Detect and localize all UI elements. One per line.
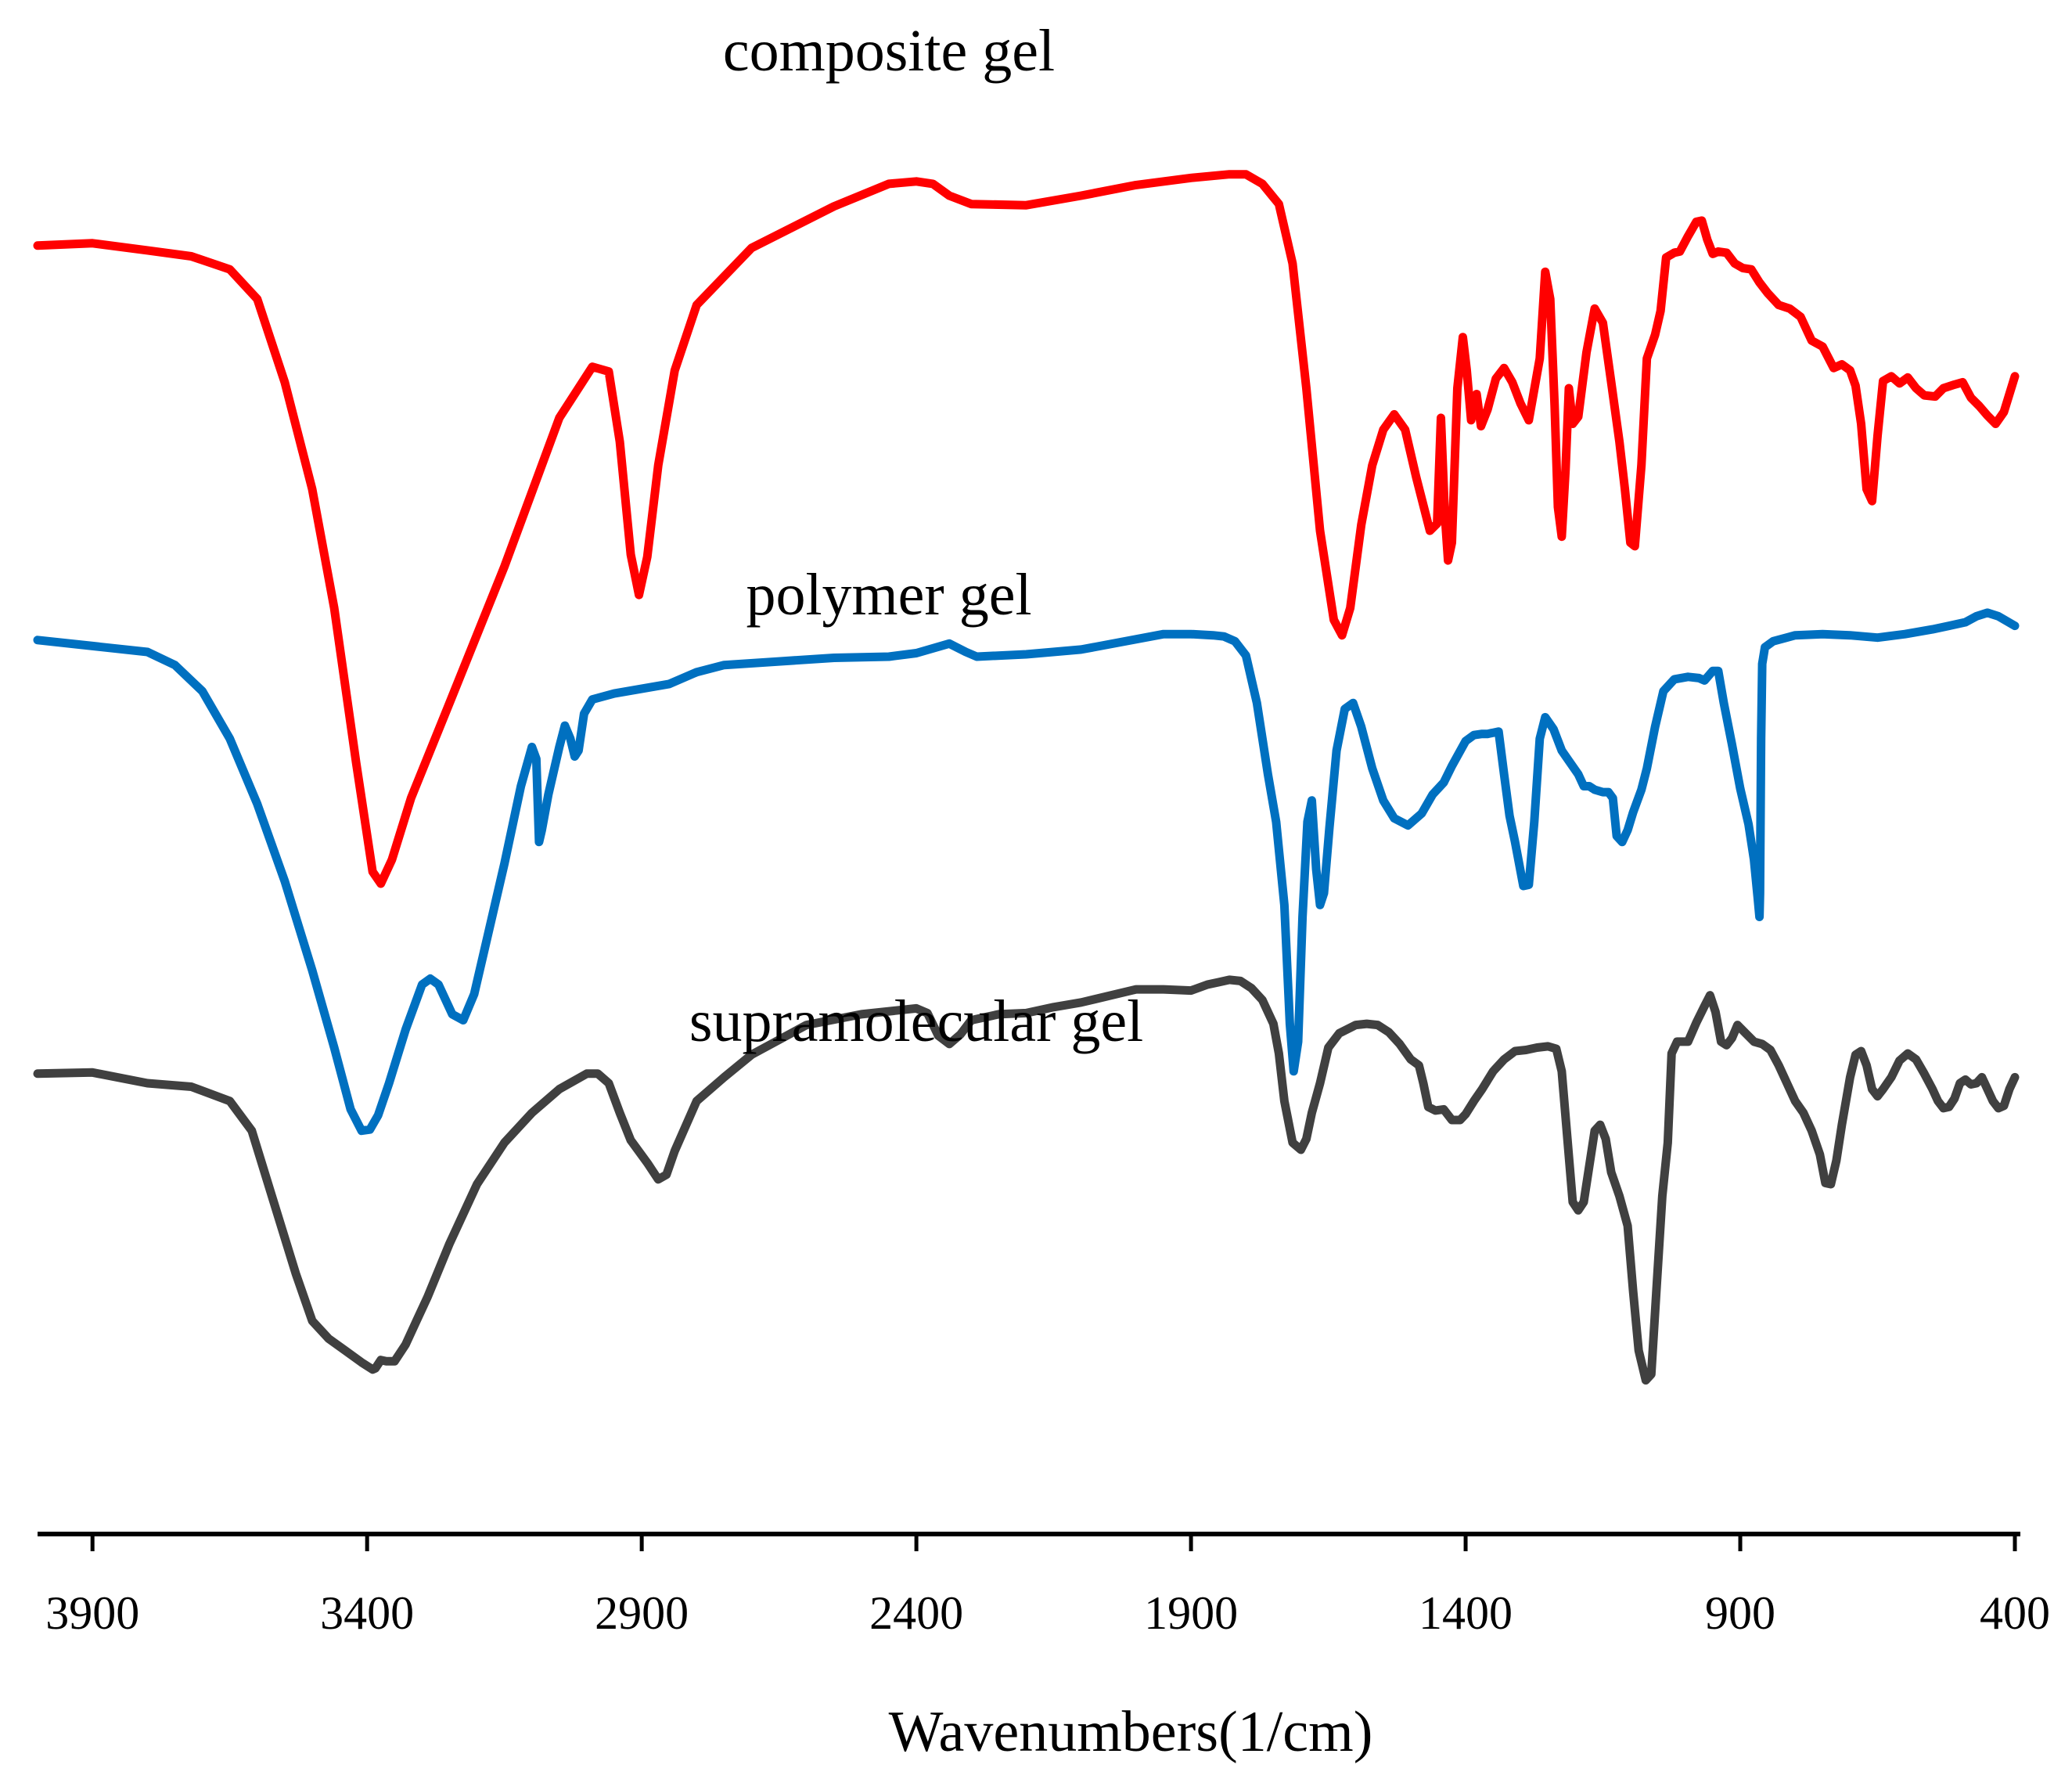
x-axis-title: Wavenumbers(1/cm) bbox=[889, 1700, 1373, 1764]
x-tick-label: 3900 bbox=[45, 1587, 139, 1639]
x-tick-label: 2400 bbox=[869, 1587, 963, 1639]
x-tick-label: 2900 bbox=[595, 1587, 689, 1639]
x-ticks: 3900 3400 2900 2400 1900 1400 900 400 bbox=[45, 1534, 2050, 1639]
series-label-composite-gel: composite gel bbox=[723, 18, 1055, 84]
x-tick-label: 3400 bbox=[320, 1587, 414, 1639]
x-tick-label: 900 bbox=[1705, 1587, 1775, 1639]
series-labels: composite gel polymer gel supramolecular g… bbox=[689, 18, 1143, 1054]
series-line-polymer-gel bbox=[33, 608, 2020, 1136]
x-tick-label: 400 bbox=[1980, 1587, 2050, 1639]
x-tick-label: 1900 bbox=[1144, 1587, 1238, 1639]
series-line-supramolecular-gel bbox=[33, 975, 2020, 1385]
series-label-supramolecular-gel: supramolecular gel bbox=[689, 989, 1143, 1054]
x-axis: 3900 3400 2900 2400 1900 1400 900 400 Wavenumbe… bbox=[38, 1532, 2050, 1764]
series-line-composite-gel bbox=[33, 170, 2020, 888]
plot-area: composite gel polymer gel supramolecular g… bbox=[33, 18, 2020, 1385]
series-group bbox=[33, 170, 2020, 1385]
series-label-polymer-gel: polymer gel bbox=[746, 562, 1031, 628]
x-tick-label: 1400 bbox=[1419, 1587, 1513, 1639]
